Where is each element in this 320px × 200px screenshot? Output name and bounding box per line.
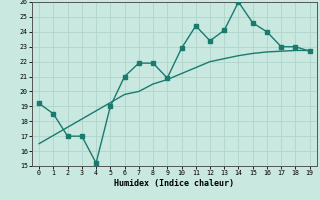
- X-axis label: Humidex (Indice chaleur): Humidex (Indice chaleur): [115, 179, 234, 188]
